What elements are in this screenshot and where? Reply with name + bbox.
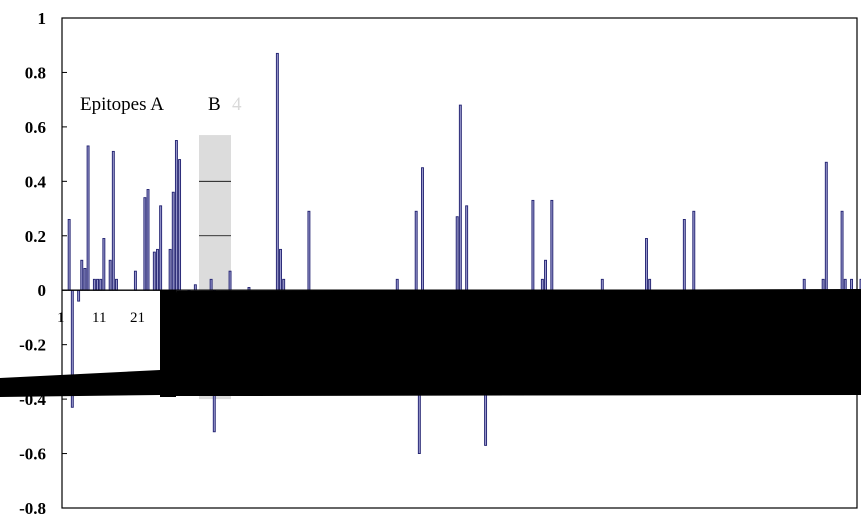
occlusion-overlay <box>0 289 861 397</box>
bar <box>111 150 115 291</box>
bar <box>133 270 137 291</box>
bar <box>455 216 459 291</box>
bar <box>77 289 81 302</box>
bar <box>282 278 286 291</box>
bar <box>80 259 84 291</box>
bar <box>802 278 806 291</box>
bar <box>174 140 178 291</box>
bar <box>108 259 112 291</box>
bar <box>146 189 150 291</box>
bar <box>544 259 547 291</box>
y-tick-label: 1 <box>38 9 47 28</box>
bar <box>102 238 106 291</box>
x-tick-label: 1 <box>57 310 65 326</box>
bar <box>600 278 604 291</box>
bar <box>156 248 159 291</box>
bar <box>209 278 213 291</box>
bar <box>531 199 535 291</box>
occlusion-pillar <box>160 290 176 397</box>
y-tick-label: -0.8 <box>19 499 46 515</box>
bar <box>279 248 282 291</box>
bar <box>86 145 90 291</box>
bar <box>152 251 156 291</box>
bar <box>307 210 311 291</box>
bar <box>421 167 424 291</box>
epitopes-4-label: 4 <box>232 94 242 115</box>
bar <box>850 278 853 291</box>
bar <box>115 278 118 291</box>
bar <box>159 205 163 291</box>
bar <box>458 104 462 291</box>
y-tick-label: 0.4 <box>25 172 47 191</box>
bar <box>193 284 197 291</box>
x-tick-label: 11 <box>92 310 106 326</box>
bar <box>92 278 96 291</box>
bar <box>550 199 554 291</box>
occlusion-wedge <box>176 291 225 396</box>
y-tick-label: -0.2 <box>19 336 46 355</box>
bar <box>83 267 87 291</box>
bar <box>275 52 279 291</box>
y-tick-label: 0 <box>38 281 47 300</box>
bar <box>692 210 696 291</box>
bar <box>540 278 544 291</box>
x-tick-label: 21 <box>130 310 145 326</box>
bar <box>843 278 847 291</box>
bar <box>67 218 71 291</box>
bar <box>168 248 172 291</box>
bar <box>682 218 686 291</box>
bar <box>99 278 103 291</box>
y-tick-label: -0.6 <box>19 445 46 464</box>
bar <box>178 159 182 291</box>
y-tick-label: 0.8 <box>25 63 46 82</box>
occlusion-left-bar <box>0 370 160 397</box>
bar <box>395 278 399 291</box>
bar <box>840 210 844 291</box>
y-tick-label: 0.6 <box>25 118 46 137</box>
bar <box>821 278 825 291</box>
bar <box>645 238 648 291</box>
plot-frame <box>61 17 858 509</box>
epitopes-b-label: B <box>208 94 221 115</box>
bar <box>171 191 175 291</box>
bar <box>96 278 99 291</box>
bar <box>648 278 652 291</box>
bar <box>824 161 828 291</box>
bar <box>414 210 418 291</box>
bar <box>465 205 469 291</box>
y-axis-ticks: 10.80.60.40.20-0.2-0.4-0.6-0.8 <box>19 9 67 515</box>
occlusion-block-main <box>176 289 861 396</box>
bar <box>228 270 232 291</box>
epitopes-a-label: Epitopes A <box>80 94 164 115</box>
y-tick-label: 0.2 <box>25 227 46 246</box>
bar <box>143 197 147 291</box>
